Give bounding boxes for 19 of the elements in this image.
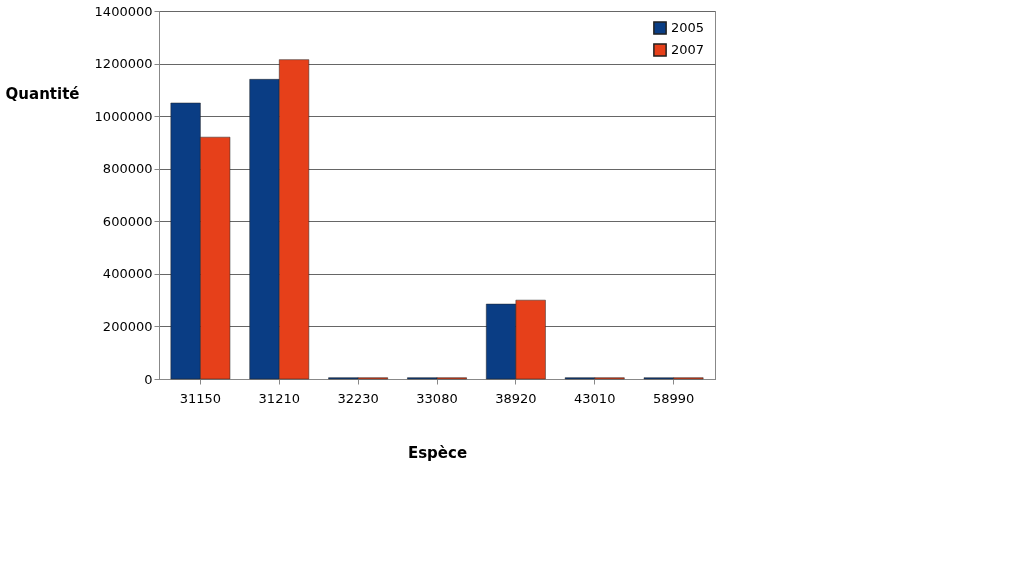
x-tick-label: 43010 (574, 390, 616, 406)
y-tick-label: 0 (144, 371, 153, 387)
x-tick-label: 58990 (652, 390, 695, 406)
y-tick-label: 600000 (102, 213, 153, 229)
y-tick-label: 200000 (102, 318, 153, 334)
y-tick-label: 400000 (102, 266, 153, 282)
y-tick-label: 800000 (102, 161, 153, 177)
legend-label: 2007 (671, 42, 705, 57)
x-tick-label: 33080 (416, 390, 458, 406)
x-tick-label: 31210 (258, 390, 300, 406)
y-tick-label: 1200000 (94, 56, 153, 72)
x-tick-label: 32230 (337, 390, 379, 406)
y-tick-label: 1000000 (94, 108, 153, 124)
legend-label: 2005 (671, 20, 705, 35)
y-tick-label: 1400000 (94, 3, 153, 19)
x-axis-title: Espèce (407, 443, 468, 462)
x-tick-label: 38920 (495, 390, 537, 406)
x-tick-label: 31150 (179, 390, 222, 406)
y-axis-title: Quantité (5, 84, 80, 103)
